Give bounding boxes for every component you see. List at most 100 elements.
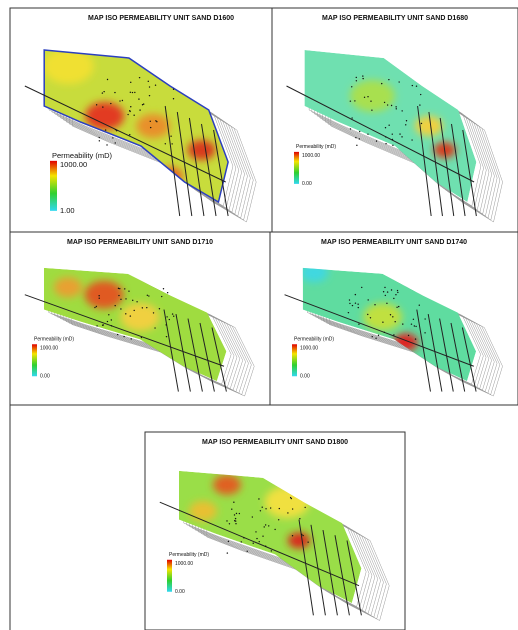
well (274, 528, 276, 531)
fault-line (450, 322, 466, 392)
well (106, 320, 109, 323)
well (354, 302, 357, 304)
well (119, 100, 121, 102)
well (401, 110, 403, 112)
well (106, 144, 108, 146)
well (110, 325, 113, 327)
fault-line (286, 85, 475, 183)
well (391, 133, 393, 135)
well (277, 519, 280, 521)
fault-lines (24, 85, 229, 217)
well (386, 104, 389, 106)
fault-line (24, 294, 225, 367)
well (386, 302, 388, 305)
well (299, 518, 301, 520)
well (367, 313, 369, 316)
hot-spots (350, 80, 456, 158)
surface-base (179, 470, 362, 604)
well (384, 294, 387, 297)
well (398, 81, 400, 83)
well (102, 324, 104, 326)
well (154, 84, 157, 86)
well (116, 333, 119, 336)
legend-min: 0.00 (302, 181, 312, 187)
hot-spot (85, 102, 125, 130)
well (129, 91, 132, 93)
well (307, 541, 309, 543)
well (355, 136, 357, 139)
hot-spot (363, 303, 403, 332)
well (226, 520, 228, 522)
well (354, 100, 356, 102)
panel-border (144, 431, 406, 630)
hot-spot (189, 500, 217, 521)
well (115, 129, 118, 132)
well (120, 308, 122, 310)
well (356, 144, 358, 147)
fault-line (163, 309, 179, 392)
well (258, 498, 260, 500)
wells (347, 286, 426, 340)
legend-title: Permeability (mD) (34, 337, 74, 343)
well (304, 506, 306, 509)
well (371, 109, 373, 111)
fault-line (439, 117, 455, 217)
fault-line (416, 309, 431, 392)
well (367, 133, 369, 135)
well (147, 80, 149, 83)
well (357, 306, 359, 309)
well (228, 523, 231, 525)
well (358, 130, 361, 133)
well (396, 289, 399, 292)
well (146, 306, 148, 309)
fault-line (176, 111, 193, 217)
wells (349, 75, 423, 147)
well (355, 76, 357, 79)
well (355, 80, 358, 82)
map-panel: MAP ISO PERMEABILITY UNIT SAND D1740 Perm… (269, 231, 518, 406)
well (148, 86, 151, 88)
permeability-surface (179, 470, 362, 604)
well (140, 336, 143, 339)
well (413, 325, 416, 327)
well (389, 314, 392, 316)
well (388, 78, 390, 81)
legend-max: 1000.00 (60, 160, 87, 169)
well (291, 508, 294, 510)
well (262, 535, 264, 537)
well (287, 512, 289, 514)
well (367, 96, 369, 98)
well (231, 508, 233, 510)
well (112, 137, 114, 139)
well (264, 545, 267, 547)
legend-min: 0.00 (175, 589, 185, 595)
well (405, 120, 408, 122)
well (362, 77, 364, 80)
well (172, 98, 175, 100)
area-boundary (43, 49, 229, 204)
well (269, 507, 272, 509)
well (131, 91, 134, 94)
map-panel: MAP ISO PERMEABILITY UNIT SAND D1710 Perm… (9, 231, 271, 406)
well (391, 138, 394, 141)
hot-spot (136, 114, 170, 138)
well (302, 534, 304, 537)
legend-min: 1.00 (60, 206, 75, 215)
fault-line (298, 519, 314, 616)
well (374, 304, 376, 306)
well (395, 108, 397, 110)
hot-spot (84, 280, 124, 309)
well (251, 516, 254, 518)
well (98, 136, 100, 139)
well (148, 295, 150, 297)
fault-line (187, 318, 203, 392)
surface-base (304, 50, 477, 202)
well (130, 338, 132, 340)
well (130, 81, 132, 84)
well (289, 496, 292, 499)
well (96, 325, 98, 327)
well (358, 323, 360, 325)
panel-title: MAP ISO PERMEABILITY UNIT SAND D1800 (202, 439, 348, 446)
well (138, 76, 141, 79)
well (367, 299, 369, 301)
